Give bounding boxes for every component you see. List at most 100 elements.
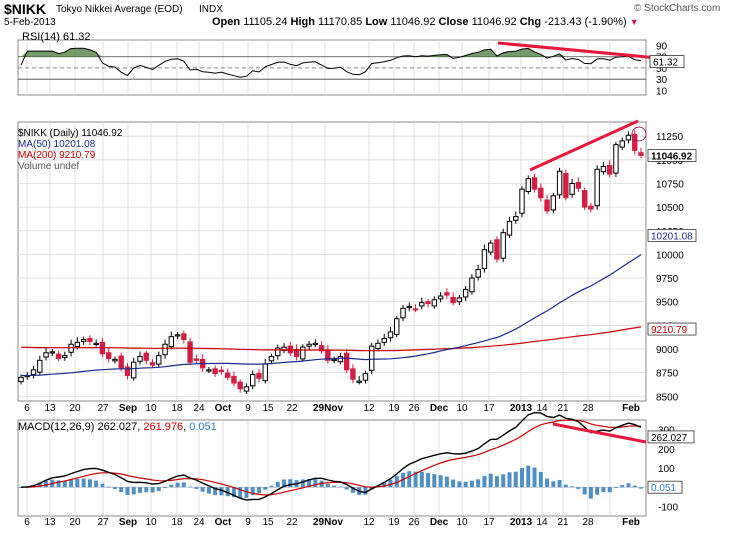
y-tick-label: 10500 xyxy=(656,203,684,214)
candle-body xyxy=(519,188,525,214)
x-tick-label: 10 xyxy=(145,517,157,528)
x-tick-label: 19 xyxy=(388,403,400,414)
rsi-tick-label: 30 xyxy=(656,75,668,86)
candle-body xyxy=(49,351,56,354)
macd-histogram-bar xyxy=(620,485,625,488)
macd-histogram-bar xyxy=(62,480,67,488)
x-tick-label: 10 xyxy=(456,517,468,528)
chg-value: -213.43 (-1.90%) xyxy=(544,16,627,28)
candle-body xyxy=(538,187,544,199)
x-tick-label: Oct xyxy=(215,517,232,528)
candle-body xyxy=(318,345,325,352)
macd-histogram-bar xyxy=(513,471,518,488)
candle-body xyxy=(513,216,519,221)
macd-label: MACD(12,26,9) xyxy=(18,421,95,433)
candle-body xyxy=(262,363,268,382)
rsi-legend: RSI(14) 61.32 xyxy=(22,31,91,43)
macd-histogram-bar xyxy=(81,478,86,488)
macd-histogram-bar xyxy=(163,487,168,488)
exchange-label: INDX xyxy=(199,4,223,15)
candle-body xyxy=(331,358,337,362)
candle-body xyxy=(80,339,87,342)
candle-body xyxy=(206,369,212,372)
candle-body xyxy=(237,381,243,390)
macd-histogram-bar xyxy=(263,487,268,490)
x-tick-label: 9 xyxy=(245,403,251,414)
candle-body xyxy=(212,368,218,375)
candle-body xyxy=(506,220,513,236)
header: $NIKK Tokyo Nikkei Average (EOD) INDX 5-… xyxy=(0,0,742,30)
x-tick-label: 9 xyxy=(245,517,251,528)
y-tick-label: 11250 xyxy=(656,132,684,143)
macd-histogram-bar xyxy=(350,487,355,493)
macd-histogram-bar xyxy=(244,487,249,498)
macd-histogram-bar xyxy=(275,481,280,488)
down-arrow-icon: ▼ xyxy=(629,17,639,27)
candle-body xyxy=(494,239,500,260)
candle-body xyxy=(337,356,344,363)
candle-body xyxy=(569,182,575,195)
candle-body xyxy=(156,355,162,365)
candle-body xyxy=(469,277,475,293)
y-tick-label: 9750 xyxy=(656,274,679,285)
macd-histogram-bar xyxy=(432,474,437,488)
macd-histogram-bar xyxy=(144,487,149,493)
macd-histogram-bar xyxy=(238,487,243,499)
macd-histogram-bar xyxy=(256,487,261,494)
macd-tick-label: 100 xyxy=(658,464,675,475)
candle-body xyxy=(588,205,594,210)
macd-histogram-bar xyxy=(150,487,155,493)
y-tick-label: 8500 xyxy=(656,392,679,403)
macd-histogram-bar xyxy=(476,479,481,488)
macd-histogram-bar xyxy=(181,482,186,488)
candle-body xyxy=(406,305,412,309)
x-tick-label: 6 xyxy=(24,403,30,414)
rsi-tick-label: 90 xyxy=(656,42,668,53)
candle-body xyxy=(581,190,588,208)
candle-body xyxy=(600,165,607,173)
x-tick-label: 22 xyxy=(286,403,298,414)
macd-histogram-bar xyxy=(206,487,211,494)
candle-body xyxy=(131,361,137,379)
macd-histogram-bar xyxy=(112,487,117,490)
macd-histogram-bar xyxy=(426,473,431,488)
macd-divergence-annotation xyxy=(552,422,647,444)
candle-body xyxy=(456,297,463,303)
candle-body xyxy=(556,170,563,196)
macd-value: 262.027 xyxy=(97,421,138,433)
candle-body xyxy=(375,342,381,350)
candle-body xyxy=(124,366,131,376)
candle-body xyxy=(218,369,225,372)
macd-histogram-bar xyxy=(69,479,74,488)
macd-histogram-bar xyxy=(131,487,136,495)
candle-body xyxy=(531,177,538,190)
macd-histogram-bar xyxy=(388,479,393,488)
trendline-annotation xyxy=(529,119,639,172)
candle-body xyxy=(606,165,613,175)
candle-body xyxy=(312,342,319,346)
x-tick-label: Sep xyxy=(119,517,137,528)
candle-body xyxy=(550,195,557,211)
candle-body xyxy=(444,292,450,296)
candle-body xyxy=(638,152,644,156)
ma50-tag: 10201.08 xyxy=(651,231,693,242)
x-tick-label: Sep xyxy=(119,403,137,414)
x-tick-label: 28 xyxy=(582,517,594,528)
macd-histogram-bar xyxy=(231,487,236,498)
macd-histogram-bar xyxy=(451,479,456,488)
low-label: Low xyxy=(365,16,388,28)
macd-signal-line xyxy=(20,419,642,496)
macd-histogram-bar xyxy=(382,482,387,488)
x-tick-label: 21 xyxy=(557,403,569,414)
x-tick-label: 15 xyxy=(262,403,274,414)
x-tick-label: 12 xyxy=(363,403,375,414)
candle-body xyxy=(193,358,200,361)
candle-body xyxy=(381,338,387,343)
macd-tick-label: -100 xyxy=(658,502,678,513)
x-tick-label: 14 xyxy=(536,517,548,528)
candle-body xyxy=(387,331,394,339)
macd-histogram-bar xyxy=(413,471,418,488)
candle-body xyxy=(544,199,550,212)
macd-histogram-bar xyxy=(200,487,205,492)
rsi-tick-label: 50 xyxy=(656,64,668,75)
